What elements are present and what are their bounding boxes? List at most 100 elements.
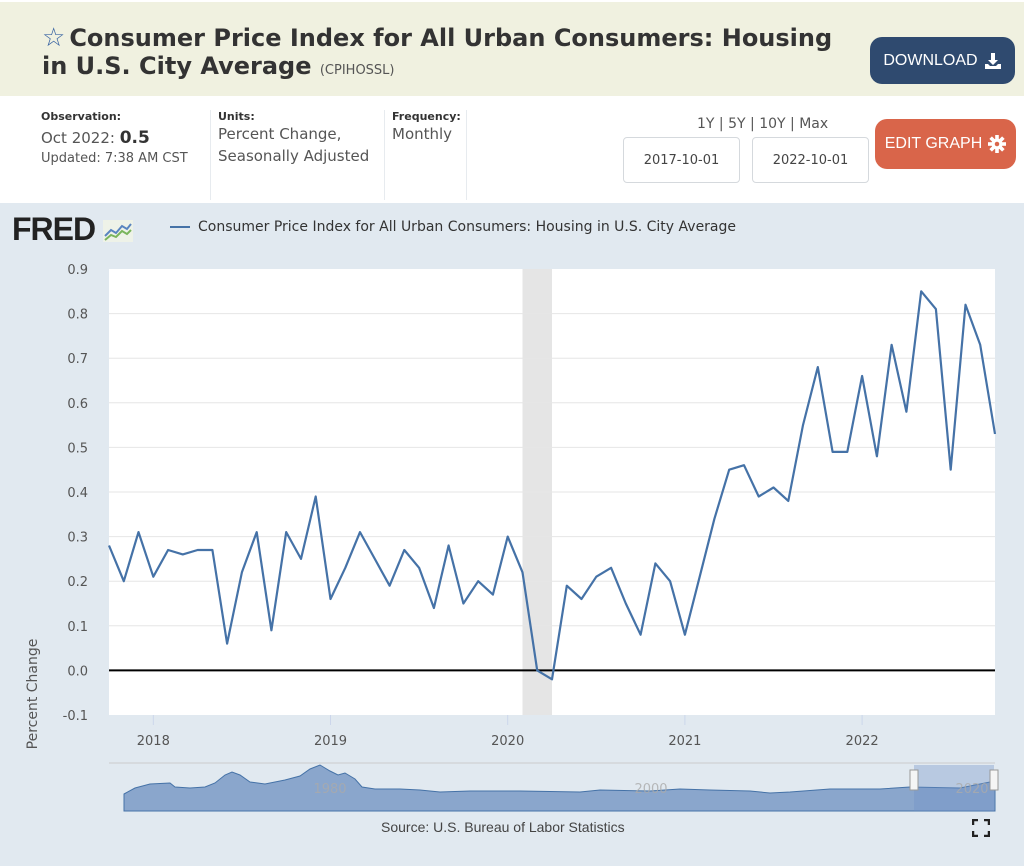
observation-value: 0.5 [119,128,150,148]
edit-graph-label: EDIT GRAPH [884,135,983,152]
navigator-label: 2020 [955,782,988,797]
frequency-block: Frequency: Monthly [392,110,461,145]
x-tick-label: 2022 [846,734,879,749]
data-point [460,601,466,607]
y-tick-label: 0.8 [67,308,88,323]
navigator-handle-left[interactable] [909,769,919,791]
navigator[interactable]: 1980 2000 2020 [109,762,999,812]
series-title-text: Consumer Price Index for All Urban Consu… [42,24,833,80]
range-max[interactable]: Max [799,116,829,132]
data-point [874,453,880,459]
y-tick-label: 0.3 [67,531,88,546]
y-tick-label: 0.5 [67,441,88,456]
data-point [918,288,924,294]
data-point [977,342,983,348]
series-code: (CPIHOSSL) [319,63,395,78]
range-5y[interactable]: 5Y [728,116,746,132]
gear-icon [988,135,1007,153]
data-point [652,560,658,566]
data-point [328,596,334,602]
fred-graph-icon [103,220,133,242]
data-point [579,596,585,602]
data-point [283,529,289,535]
navigator-label: 1980 [313,782,346,797]
data-point [697,574,703,580]
series-title: ☆ Consumer Price Index for All Urban Cons… [42,24,862,85]
edit-graph-button[interactable]: EDIT GRAPH [875,119,1016,169]
star-outline-icon[interactable]: ☆ [42,23,66,53]
data-point [564,583,570,589]
data-point [475,578,481,584]
data-point [800,422,806,428]
data-point [268,627,274,633]
data-point [165,547,171,553]
data-point [844,449,850,455]
data-point [741,462,747,468]
range-1y[interactable]: 1Y [697,116,715,132]
data-point [992,431,998,437]
y-tick-label: 0.2 [67,575,88,590]
data-point [830,449,836,455]
y-tick-label: 0.7 [67,352,88,367]
data-point [815,364,821,370]
y-tick-label: 0.6 [67,397,88,412]
divider [384,110,385,200]
data-point [136,529,142,535]
data-point [106,543,112,549]
y-tick-label: 0.0 [67,664,88,679]
divider [466,110,467,200]
download-button[interactable]: DOWNLOAD [870,37,1015,84]
frequency-label: Frequency: [392,110,461,123]
navigator-selection[interactable] [914,765,994,811]
data-point [446,543,452,549]
data-point [416,565,422,571]
fullscreen-icon[interactable] [972,819,990,837]
data-point [962,302,968,308]
data-point [180,551,186,557]
source-text: Source: U.S. Bureau of Labor Statistics [381,819,625,835]
chart-area: FRED Consumer Price Index for All Urban … [0,203,1024,866]
data-point [771,485,777,491]
y-tick-label: 0.1 [67,620,88,635]
data-point [948,467,954,473]
data-point [505,534,511,540]
x-tick-label: 2020 [491,734,524,749]
navigator-series [123,764,996,812]
data-point [519,569,525,575]
legend-label: Consumer Price Index for All Urban Consu… [198,219,737,235]
range-10y[interactable]: 10Y [759,116,786,132]
data-point [608,565,614,571]
observation-date: Oct 2022: [41,129,115,147]
data-point [711,516,717,522]
observation-label: Observation: [41,110,122,123]
data-point [756,493,762,499]
data-point [313,493,319,499]
data-point [298,556,304,562]
y-tick-label: 0.9 [67,263,88,278]
data-point [254,529,260,535]
x-tick-label: 2018 [137,734,170,749]
range-links: 1Y | 5Y | 10Y | Max [697,116,829,132]
data-point [785,498,791,504]
download-label: DOWNLOAD [883,51,978,69]
data-point [224,641,230,647]
data-point [593,574,599,580]
navigator-handle-right[interactable] [989,769,999,791]
data-point [121,578,127,584]
data-point [549,676,555,682]
units-value-1: Percent Change, [218,125,342,143]
data-point [150,574,156,580]
x-tick-label: 2021 [668,734,701,749]
data-point [342,565,348,571]
data-point [726,467,732,473]
units-value-2: Seasonally Adjusted [218,147,370,165]
data-point [387,583,393,589]
fred-logo: FRED [12,211,133,248]
updated-time: Updated: 7:38 AM CST [41,151,188,166]
start-date-input[interactable]: 2017-10-01 [623,137,740,183]
data-point [682,632,688,638]
series-header: ☆ Consumer Price Index for All Urban Cons… [0,0,1024,96]
divider [210,110,211,200]
end-date-input[interactable]: 2022-10-01 [752,137,869,183]
y-axis-label: Percent Change [25,639,41,750]
